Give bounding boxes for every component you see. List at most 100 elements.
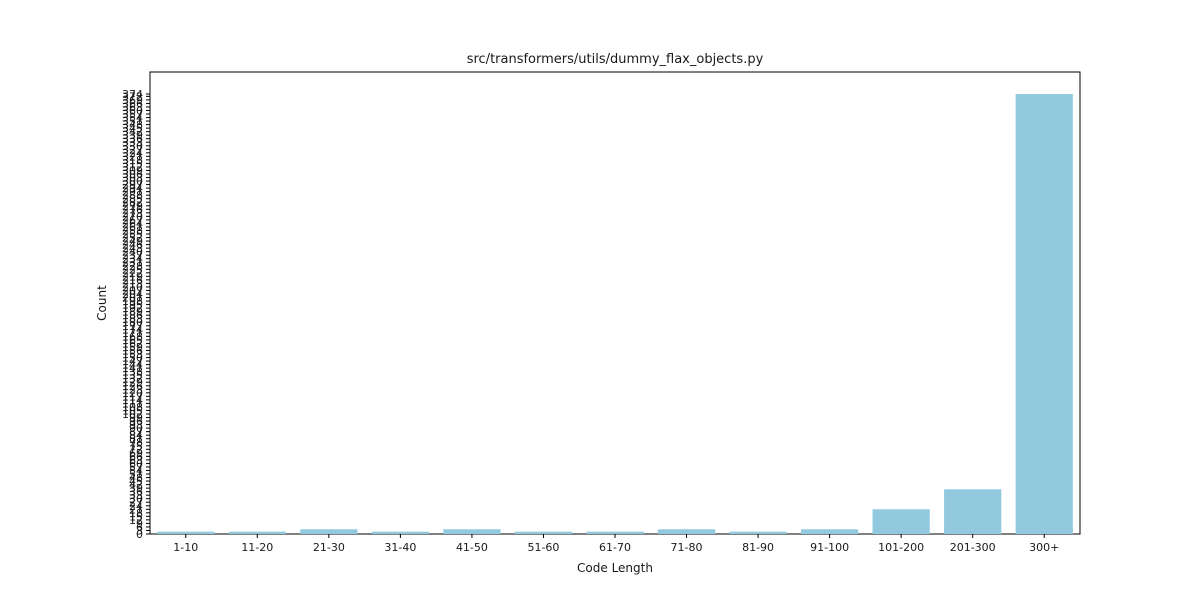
y-tick-label: 111: [122, 397, 143, 410]
y-tick-label: 174: [122, 323, 143, 336]
x-tick-label: 81-90: [742, 541, 774, 554]
chart-title: src/transformers/utils/dummy_flax_object…: [467, 52, 764, 67]
x-tick-label: 21-30: [313, 541, 345, 554]
bar-1-10: [157, 531, 215, 534]
y-tick-label: 60: [129, 457, 143, 470]
y-tick-label: 285: [122, 193, 143, 206]
y-tick-label: 27: [129, 496, 143, 509]
y-tick-label: 54: [129, 464, 143, 477]
x-tick-label: 1-10: [173, 541, 198, 554]
x-tick-label: 51-60: [527, 541, 559, 554]
y-tick-label: 168: [122, 330, 143, 343]
y-tick-label: 36: [129, 486, 143, 499]
y-tick-label: 57: [129, 461, 143, 474]
y-tick-label: 273: [122, 207, 143, 220]
y-tick-label: 213: [122, 277, 143, 290]
bar-91-100: [801, 529, 859, 534]
y-tick-label: 114: [122, 394, 143, 407]
bar-81-90: [729, 531, 787, 534]
y-tick-label: 159: [122, 341, 143, 354]
y-tick-label: 192: [122, 302, 143, 315]
y-tick-label: 123: [122, 383, 143, 396]
y-tick-label: 18: [129, 507, 143, 520]
y-tick-label: 96: [129, 415, 143, 428]
y-tick-label: 186: [122, 309, 143, 322]
y-tick-label: 363: [122, 101, 143, 114]
bar-71-80: [657, 529, 716, 534]
y-tick-label: 30: [129, 493, 143, 506]
y-tick-label: 303: [122, 172, 143, 185]
y-tick-label: 39: [129, 482, 143, 495]
x-tick-label: 61-70: [599, 541, 631, 554]
y-tick-label: 117: [122, 390, 143, 403]
y-tick-label: 345: [122, 122, 143, 135]
y-tick-label: 171: [122, 327, 143, 340]
y-tick-label: 255: [122, 228, 143, 241]
y-tick-label: 219: [122, 270, 143, 283]
bar-31-40: [371, 531, 429, 534]
bar-101-200: [872, 509, 930, 534]
y-tick-label: 306: [122, 168, 143, 181]
y-tick-label: 279: [122, 200, 143, 213]
y-tick-label: 165: [122, 334, 143, 347]
y-axis-label: Count: [95, 285, 109, 321]
y-tick-label: 267: [122, 214, 143, 227]
y-tick-label: 66: [129, 450, 143, 463]
y-tick-label: 294: [122, 182, 143, 195]
y-tick-label: 342: [122, 126, 143, 139]
y-tick-label: 63: [129, 454, 143, 467]
bar-51-60: [514, 531, 573, 534]
x-tick-label: 101-200: [878, 541, 924, 554]
y-tick-label: 162: [122, 337, 143, 350]
y-tick-label: 369: [122, 94, 143, 107]
x-tick-label: 300+: [1029, 541, 1059, 554]
y-tick-label: 252: [122, 232, 143, 245]
y-tick-label: 138: [122, 366, 143, 379]
y-tick-label: 312: [122, 161, 143, 174]
y-tick-label: 147: [122, 355, 143, 368]
y-tick-label: 231: [122, 256, 143, 269]
y-tick-label: 222: [122, 267, 143, 280]
y-tick-label: 0: [136, 528, 143, 541]
y-tick-label: 374: [122, 88, 143, 101]
y-tick-label: 321: [122, 150, 143, 163]
x-axis-ticks: 1-10 11-20 21-30 31-40 41-50 51-60 61-70 71-80 8…: [173, 534, 1059, 554]
plot-frame: [149, 71, 1081, 535]
y-axis-ticks: 0369121518212427303336394245485154576063…: [122, 88, 150, 541]
y-tick-label: 99: [129, 412, 143, 425]
y-tick-label: 297: [122, 179, 143, 192]
x-axis-label: Code Length: [577, 561, 653, 575]
y-tick-label: 333: [122, 136, 143, 149]
y-tick-label: 360: [122, 104, 143, 117]
y-tick-label: 270: [122, 210, 143, 223]
y-tick-label: 300: [122, 175, 143, 188]
x-tick-label: 11-20: [241, 541, 273, 554]
y-tick-label: 225: [122, 263, 143, 276]
y-tick-label: 21: [129, 503, 143, 516]
y-tick-label: 120: [122, 387, 143, 400]
y-tick-label: 351: [122, 115, 143, 128]
y-tick-label: 207: [122, 284, 143, 297]
y-tick-label: 189: [122, 306, 143, 319]
y-tick-label: 102: [122, 408, 143, 421]
y-tick-label: 201: [122, 292, 143, 305]
y-tick-label: 90: [129, 422, 143, 435]
y-tick-label: 81: [129, 433, 143, 446]
y-tick-label: 180: [122, 316, 143, 329]
x-tick-label: 71-80: [671, 541, 703, 554]
y-tick-label: 15: [129, 510, 143, 523]
y-tick-label: 141: [122, 362, 143, 375]
y-tick-label: 126: [122, 380, 143, 393]
y-tick-label: 42: [129, 479, 143, 492]
y-tick-label: 6: [136, 521, 143, 534]
bar-21-30: [300, 529, 358, 534]
bar-41-50: [443, 529, 501, 534]
y-tick-label: 93: [129, 419, 143, 432]
y-tick-label: 69: [129, 447, 143, 460]
y-tick-label: 204: [122, 288, 143, 301]
x-tick-label: 31-40: [384, 541, 416, 554]
y-tick-label: 156: [122, 344, 143, 357]
y-tick-label: 78: [129, 436, 143, 449]
